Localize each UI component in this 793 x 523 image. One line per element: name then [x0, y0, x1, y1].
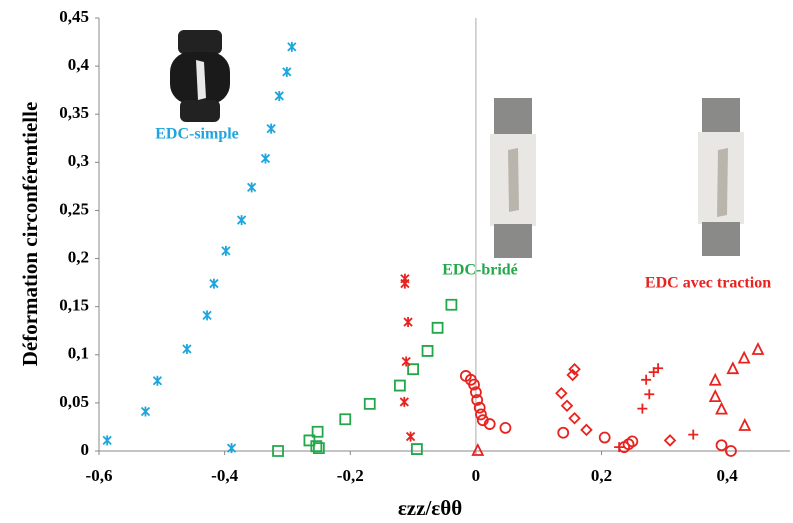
point: [266, 123, 276, 134]
point: [400, 278, 410, 289]
x-tick-label: -0,2: [337, 466, 364, 485]
y-axis-title: Déformation circonférentielle: [18, 102, 42, 367]
point: [221, 245, 231, 256]
point: [644, 389, 655, 400]
point: [499, 422, 512, 434]
photo-bride: [490, 98, 536, 258]
y-tick-label: 0,45: [59, 7, 89, 26]
point: [182, 344, 192, 355]
point: [483, 418, 496, 430]
point: [751, 341, 765, 355]
photo-traction: [698, 98, 744, 256]
y-tick-label: 0,15: [59, 296, 89, 315]
y-tick-label: 0,4: [68, 55, 90, 74]
point: [282, 66, 292, 77]
point: [403, 317, 413, 328]
point: [468, 378, 480, 391]
point: [274, 90, 284, 101]
point: [726, 361, 740, 375]
point: [557, 426, 570, 439]
point: [637, 403, 648, 414]
point: [737, 350, 751, 364]
point: [738, 417, 752, 431]
y-tick-label: 0,3: [68, 151, 89, 170]
point: [618, 441, 631, 453]
point: [598, 431, 611, 444]
point: [209, 278, 219, 289]
point: [560, 399, 574, 413]
y-tick-label: 0,25: [59, 199, 89, 218]
point: [641, 374, 652, 385]
point: [236, 215, 247, 226]
point: [247, 182, 257, 193]
point: [310, 440, 323, 453]
point: [715, 439, 728, 452]
y-tick-label: 0,05: [59, 392, 89, 411]
point: [399, 396, 409, 407]
point: [708, 372, 722, 386]
point: [688, 429, 699, 440]
point: [614, 442, 625, 453]
point: [715, 401, 728, 415]
point: [421, 345, 434, 357]
y-tick-label: 0: [81, 440, 90, 459]
x-tick-label: -0,4: [211, 466, 238, 485]
point: [568, 412, 581, 425]
x-tick-label: 0,2: [591, 466, 612, 485]
x-tick-label: 0,4: [717, 466, 739, 485]
point: [260, 153, 271, 164]
annotation: EDC-simple: [155, 126, 239, 143]
x-tick-label: 0: [472, 466, 481, 485]
point: [202, 310, 212, 321]
point: [708, 389, 722, 403]
point: [287, 41, 297, 52]
point: [311, 425, 324, 438]
point: [401, 356, 411, 367]
annotation: EDC-bridé: [442, 262, 518, 279]
point: [393, 379, 406, 392]
point: [339, 413, 352, 426]
y-tick-label: 0,2: [68, 247, 89, 266]
y-tick-label: 0,35: [59, 103, 89, 122]
y-tick-label: 0,1: [68, 344, 89, 363]
point: [555, 386, 568, 400]
point: [725, 445, 737, 457]
point: [140, 406, 151, 417]
point: [363, 397, 376, 410]
point: [405, 431, 416, 442]
point: [459, 370, 472, 382]
point: [622, 438, 635, 451]
point: [410, 443, 423, 455]
annotation: EDC avec traction: [645, 275, 771, 292]
point: [226, 443, 237, 454]
point: [407, 363, 419, 376]
x-axis-title: εzz/εθθ: [398, 496, 462, 520]
point: [272, 445, 284, 457]
point: [653, 363, 664, 374]
point: [152, 375, 163, 386]
point: [471, 442, 485, 456]
point: [568, 362, 581, 376]
point: [471, 394, 484, 406]
point: [102, 435, 112, 446]
x-tick-label: -0,6: [86, 466, 113, 485]
point: [431, 321, 444, 334]
point: [580, 423, 593, 437]
photo-simple: [170, 30, 230, 122]
point: [312, 442, 325, 455]
point: [663, 434, 677, 447]
point: [445, 298, 458, 311]
